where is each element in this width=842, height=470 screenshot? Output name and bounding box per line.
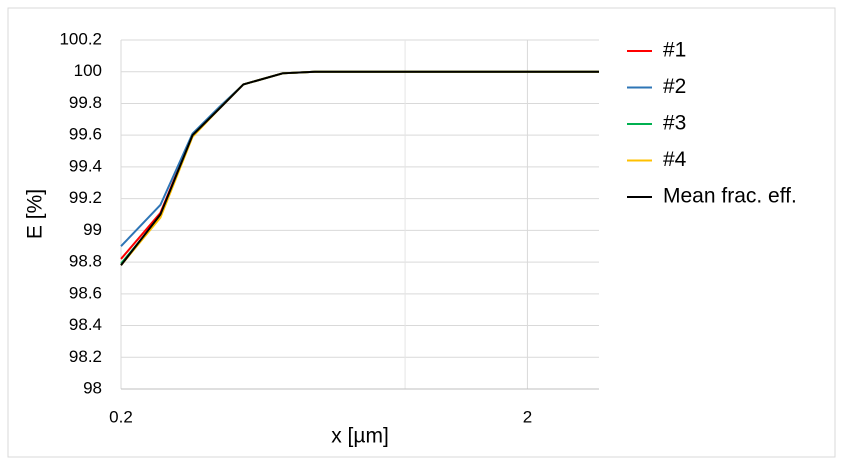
x-tick-label: 2 [523,407,532,426]
y-tick-label: 99.6 [69,125,102,144]
y-tick-label: 99.4 [69,156,102,175]
series-line [120,70,599,266]
legend-label: #1 [663,39,686,62]
x-axis-title: x [µm] [331,425,389,448]
legend-label: Mean frac. eff. [663,185,797,208]
legend-label: #3 [663,112,686,135]
y-tick-label: 98.8 [69,252,102,271]
y-axis-title: E [%] [24,189,47,239]
x-tick-label: 0.2 [109,407,133,426]
y-tick-label: 98 [83,378,102,397]
y-tick-label: 98.4 [69,315,102,334]
legend-label: #4 [663,148,687,171]
y-tick-label: 100.2 [59,29,102,48]
y-tick-label: 99.8 [69,93,102,112]
y-tick-label: 99.2 [69,188,102,207]
y-tick-label: 98.2 [69,347,102,366]
y-tick-label: 100 [74,61,102,80]
chart-frame [7,7,836,458]
y-tick-label: 99 [83,220,102,239]
y-tick-label: 98.6 [69,283,102,302]
legend-label: #2 [663,75,686,98]
